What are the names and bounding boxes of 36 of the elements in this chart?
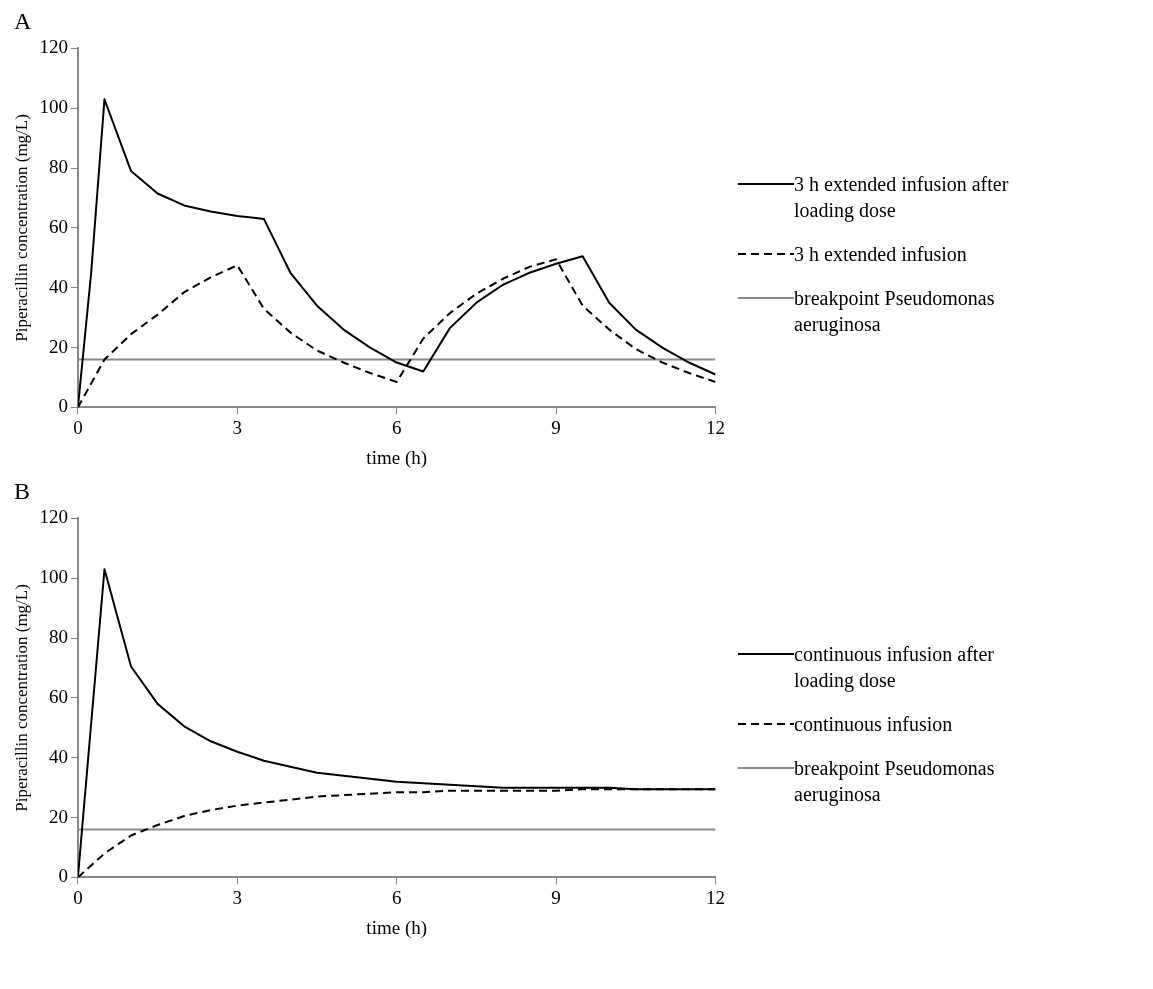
x-tick-label: 0: [73, 886, 83, 908]
y-tick-label: 40: [48, 275, 68, 297]
legend-label: continuous infusion: [794, 712, 953, 737]
y-tick-label: 20: [48, 805, 68, 827]
x-tick-label: 3: [232, 886, 243, 908]
y-tick-label: 80: [48, 626, 68, 648]
y-axis-title: Piperacillin concentration (mg/L): [11, 584, 31, 812]
legend-label: 3 h extended infusion: [794, 242, 967, 267]
y-tick-label: 20: [48, 335, 68, 357]
x-tick-label: 9: [551, 416, 561, 438]
legend-label: 3 h extended infusion after loading dose: [794, 172, 1010, 223]
x-axis-title: time (h): [366, 446, 428, 469]
legend-label: breakpoint Pseudomonas aeruginosa: [794, 286, 996, 337]
x-tick-label: 0: [73, 416, 83, 438]
legend-label: continuous infusion after loading dose: [794, 642, 995, 693]
x-tick-label: 3: [232, 416, 243, 438]
y-tick-label: 100: [39, 96, 68, 118]
y-tick-label: 120: [39, 506, 68, 528]
chart-title: B: [13, 478, 31, 504]
y-tick-label: 120: [39, 36, 68, 58]
y-tick-label: 0: [58, 395, 68, 417]
y-tick-label: 40: [48, 745, 68, 767]
x-tick-label: 12: [706, 416, 725, 438]
x-tick-label: 12: [706, 886, 725, 908]
y-tick-label: 100: [39, 566, 68, 588]
x-tick-label: 6: [391, 886, 402, 908]
y-tick-label: 80: [48, 156, 68, 178]
x-tick-label: 9: [551, 886, 561, 908]
y-axis-title: Piperacillin concentration (mg/L): [11, 114, 31, 342]
y-tick-label: 60: [48, 685, 68, 707]
x-tick-label: 6: [391, 416, 402, 438]
y-tick-label: 0: [58, 865, 68, 887]
legend-label: breakpoint Pseudomonas aeruginosa: [794, 756, 996, 807]
x-axis-title: time (h): [366, 916, 428, 939]
y-tick-label: 60: [48, 215, 68, 237]
chart-title: A: [13, 8, 33, 34]
